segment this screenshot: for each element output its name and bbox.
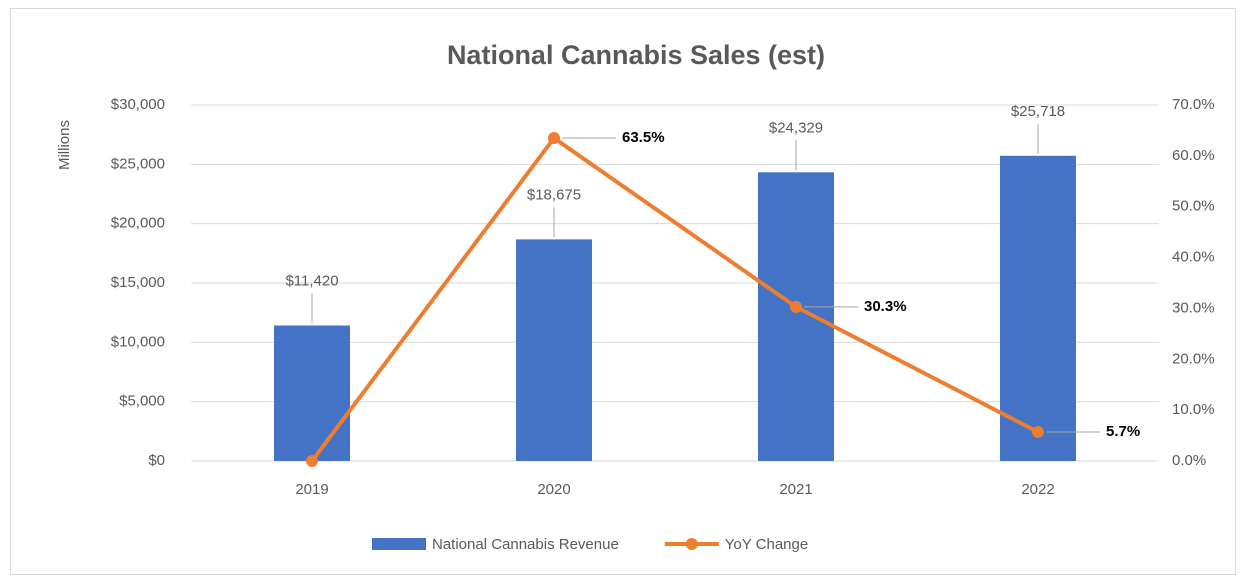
- y-tick-label: $30,000: [111, 96, 165, 113]
- legend-swatch: [372, 538, 426, 550]
- bar: [758, 172, 834, 461]
- y2-tick-label: 20.0%: [1172, 350, 1215, 367]
- x-tick-label: 2021: [779, 481, 812, 498]
- data-label: 63.5%: [622, 129, 665, 146]
- y2-tick-label: 40.0%: [1172, 249, 1215, 266]
- y2-tick-label: 0.0%: [1172, 452, 1206, 469]
- data-label: $18,675: [527, 186, 581, 203]
- x-tick-label: 2022: [1021, 481, 1054, 498]
- y-axis-label: Millions: [56, 120, 73, 170]
- chart-title: National Cannabis Sales (est): [447, 40, 825, 70]
- line-point: [790, 300, 802, 313]
- data-label: $24,329: [769, 119, 823, 136]
- legend-label: YoY Change: [725, 536, 808, 553]
- line-point: [548, 132, 560, 145]
- bar: [516, 239, 592, 461]
- data-label: 5.7%: [1106, 423, 1140, 440]
- data-label: $11,420: [285, 272, 338, 289]
- line-point: [1032, 426, 1044, 439]
- bar: [274, 325, 350, 461]
- y-tick-label: $15,000: [111, 274, 165, 291]
- legend-label: National Cannabis Revenue: [432, 536, 619, 553]
- y2-tick-label: 50.0%: [1172, 198, 1215, 215]
- line: [310, 136, 1039, 463]
- x-tick-label: 2019: [295, 481, 328, 498]
- y2-tick-label: 70.0%: [1172, 96, 1215, 113]
- x-tick-label: 2020: [537, 481, 570, 498]
- data-label: 30.3%: [864, 298, 907, 315]
- bar: [1000, 155, 1076, 462]
- data-label: $25,718: [1011, 103, 1065, 120]
- y-tick-label: $5,000: [119, 393, 165, 410]
- y2-tick-label: 10.0%: [1172, 401, 1215, 418]
- y-tick-label: $20,000: [111, 215, 165, 232]
- y2-tick-label: 30.0%: [1172, 299, 1215, 316]
- y-tick-label: $0: [148, 452, 165, 469]
- line-point: [306, 455, 318, 467]
- y2-tick-label: 60.0%: [1172, 147, 1215, 164]
- y-tick-label: $10,000: [111, 333, 165, 350]
- y-tick-label: $25,000: [111, 155, 165, 172]
- legend-swatch: [685, 538, 698, 550]
